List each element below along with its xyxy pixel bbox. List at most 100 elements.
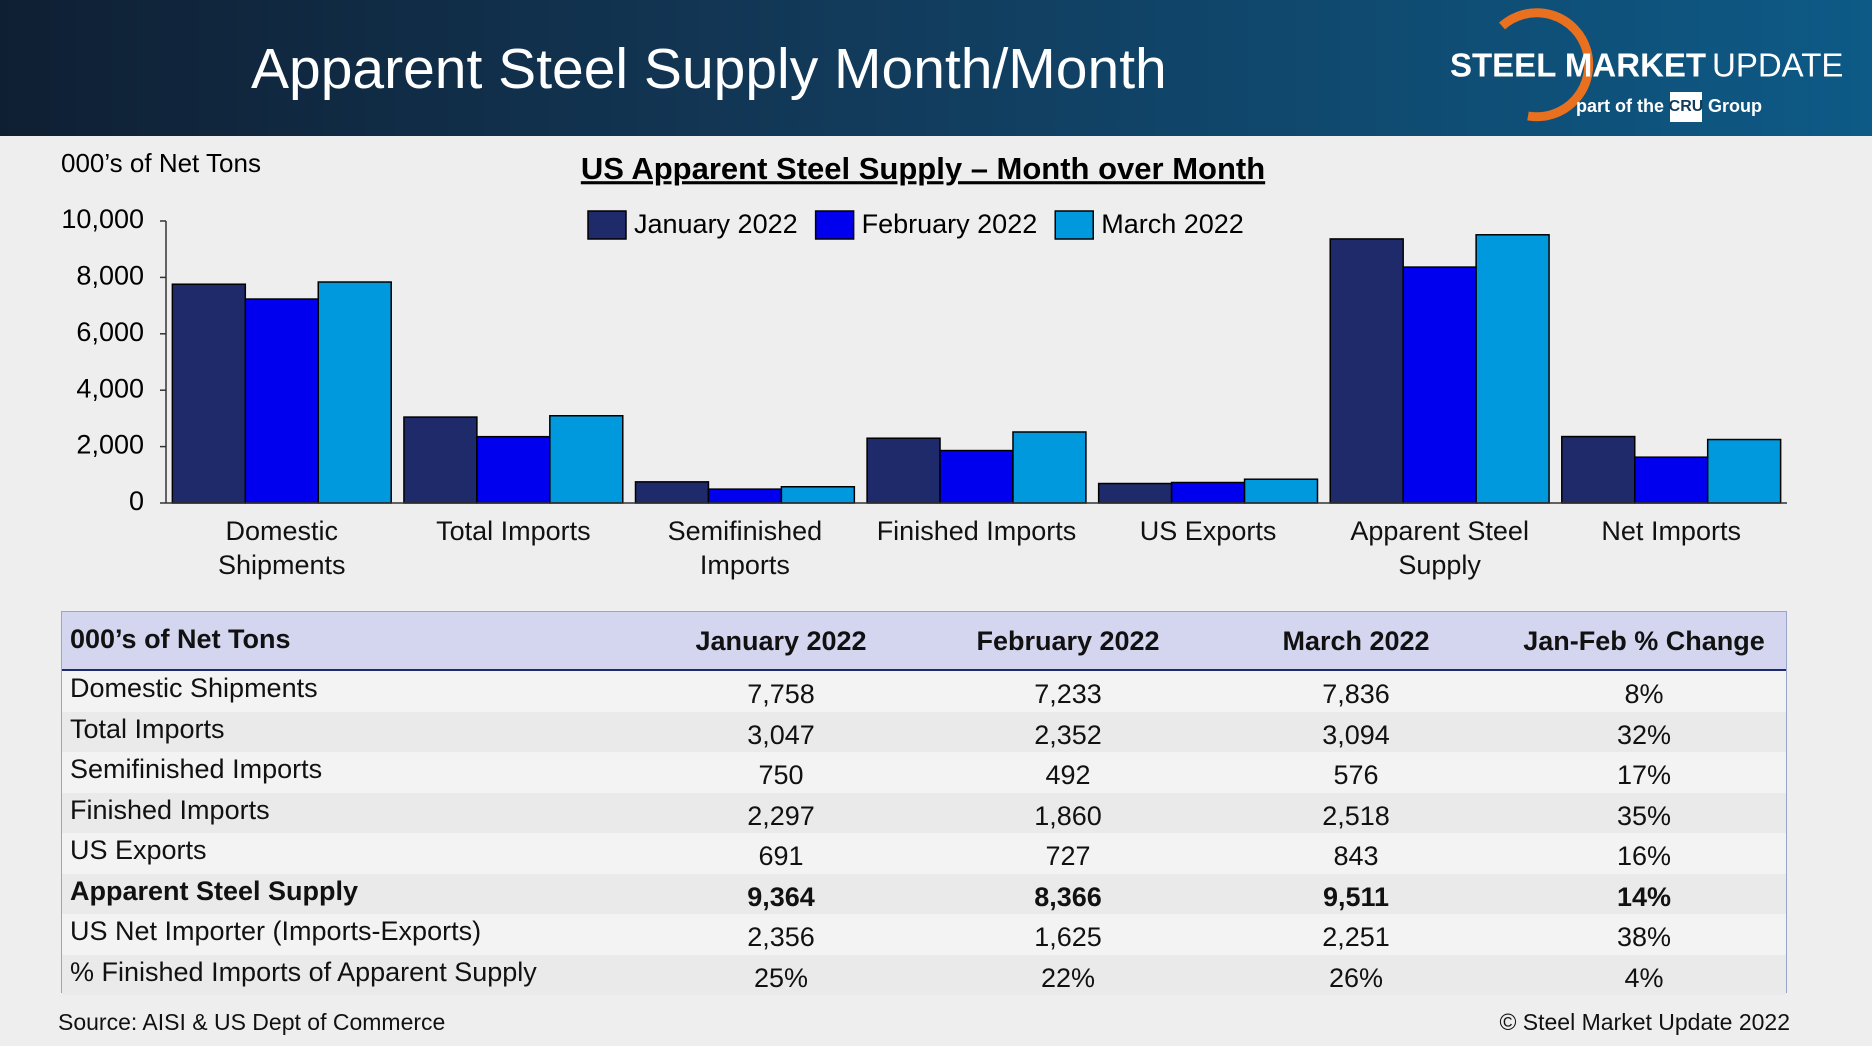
legend-label: March 2022 <box>1101 209 1244 239</box>
logo-tail: UPDATE <box>1712 47 1843 84</box>
table-cell: 9,511 <box>1322 881 1390 912</box>
bar <box>171 283 247 504</box>
table-cell: 1,625 <box>1034 922 1102 952</box>
header-cell: February 2022 <box>976 626 1160 656</box>
bar <box>1243 478 1319 504</box>
x-tick-label: Finished Imports <box>876 516 1077 546</box>
logo-main: STEEL MARKET <box>1450 47 1706 84</box>
table-cell: US Net Importer (Imports-Exports) <box>70 916 482 946</box>
bar <box>1402 266 1477 504</box>
table-cell: 2,297 <box>747 800 815 831</box>
bar <box>317 281 392 504</box>
table-cell: 2,356 <box>747 922 815 952</box>
table-cell: 16% <box>1616 841 1672 871</box>
header-cell: March 2022 <box>1282 626 1430 656</box>
legend-label: February 2022 <box>862 209 1038 239</box>
table-cell: % Finished Imports of Apparent Supply <box>70 956 537 987</box>
table-row: Total Imports 3,047 2,352 3,094 32% <box>62 711 1786 752</box>
table-cell: 9,364 <box>747 881 815 912</box>
chart: 000’s of Net Tons US Apparent Steel Supp… <box>61 148 1787 516</box>
bar <box>1475 234 1550 504</box>
bar <box>939 449 1014 504</box>
table-cell: Apparent Steel Supply <box>70 875 359 906</box>
table-cell: 3,094 <box>1322 719 1390 750</box>
bar <box>403 416 478 504</box>
table-cell: 8% <box>1624 679 1664 709</box>
bar <box>1170 481 1246 504</box>
table-cell: 2,352 <box>1034 719 1102 750</box>
y-axis-label: 000’s of Net Tons <box>61 148 261 178</box>
y-tick-label: 10,000 <box>61 204 144 234</box>
table-cell: Domestic Shipments <box>70 673 318 703</box>
table-cell: 7,836 <box>1322 679 1390 709</box>
table-cell: 7,758 <box>747 679 815 709</box>
copyright: © Steel Market Update 2022 <box>1499 1009 1790 1035</box>
chart-title: US Apparent Steel Supply – Month over Mo… <box>581 151 1265 186</box>
bar <box>1706 438 1782 504</box>
source-note: Source: AISI & US Dept of Commerce <box>58 1009 446 1035</box>
logo-sub: part of the <box>1576 96 1664 116</box>
legend-swatch <box>587 210 627 240</box>
y-tick-label: 2,000 <box>76 430 144 460</box>
bar <box>634 481 710 504</box>
table-cell: 2,518 <box>1322 800 1390 831</box>
bar <box>476 435 551 504</box>
bar <box>1633 456 1709 504</box>
x-tick-label: Semifinished Imports <box>667 516 823 580</box>
table-cell: Semifinished Imports <box>70 754 323 784</box>
table-cell: 843 <box>1333 841 1379 871</box>
table-cell: 1,860 <box>1034 800 1102 831</box>
data-table: 000’s of Net Tons January 2022 February 20… <box>61 611 1787 995</box>
table-row: US Net Importer (Imports-Exports) 2,356 1,… <box>62 914 1786 955</box>
table-cell: Total Imports <box>70 713 225 744</box>
bar <box>1097 482 1173 504</box>
bar <box>707 488 783 504</box>
table-row: US Exports 691 727 843 16% <box>62 833 1786 874</box>
x-tick-label: Apparent Steel Supply <box>1350 516 1529 580</box>
table-cell: 576 <box>1333 760 1379 790</box>
table-cell: 38% <box>1616 922 1672 952</box>
logo-group: Group <box>1708 96 1762 116</box>
legend-label: January 2022 <box>634 209 798 239</box>
x-tick-label: Total Imports <box>436 516 591 546</box>
logo-cru: CRU <box>1669 98 1704 115</box>
table-row: Finished Imports 2,297 1,860 2,518 35% <box>62 792 1786 833</box>
table-header: 000’s of Net Tons January 2022 February 20… <box>62 612 1786 671</box>
table-cell: 32% <box>1616 719 1672 750</box>
y-tick-label: 0 <box>129 486 144 516</box>
table-cell: 25% <box>753 962 809 993</box>
table-cell: 750 <box>758 760 804 790</box>
table-cell: 4% <box>1624 962 1664 993</box>
logo: STEEL MARKET UPDATE part of the CRU Grou… <box>1450 8 1843 122</box>
header-cell: Jan-Feb % Change <box>1523 626 1765 656</box>
bar <box>866 437 941 504</box>
table-cell: US Exports <box>70 835 207 865</box>
table-cell: 3,047 <box>747 719 815 750</box>
y-tick-label: 8,000 <box>76 261 144 291</box>
legend-swatch <box>1054 210 1094 240</box>
y-tick-label: 6,000 <box>76 317 144 347</box>
bar <box>1561 435 1636 504</box>
table-row: Domestic Shipments 7,758 7,233 7,836 8% <box>62 671 1786 712</box>
logo-arc <box>1499 8 1594 122</box>
bar <box>1012 431 1087 504</box>
table-cell: 2,251 <box>1322 922 1390 952</box>
table-cell: 14% <box>1616 881 1672 912</box>
bar <box>780 486 856 504</box>
x-tick-label: Domestic Shipments <box>217 516 346 580</box>
table-cell: 492 <box>1045 760 1091 790</box>
table-cell: 26% <box>1328 962 1384 993</box>
table-cell: Finished Imports <box>70 794 270 825</box>
header-band: Apparent Steel Supply Month/Month STEEL … <box>0 0 1872 136</box>
table-cell: 22% <box>1040 962 1096 993</box>
bar <box>244 298 320 504</box>
table-cell: 691 <box>758 841 804 871</box>
table-cell: 727 <box>1045 841 1091 871</box>
logo-cru-box <box>1670 92 1702 122</box>
table-row: Apparent Steel Supply 9,364 8,366 9,511 14% <box>62 873 1786 914</box>
table-row: % Finished Imports of Apparent Supply 25%… <box>62 954 1786 995</box>
table-row: Semifinished Imports 750 492 576 17% <box>62 752 1786 793</box>
table-cell: 7,233 <box>1034 679 1102 709</box>
bar <box>1329 238 1404 504</box>
header-cell: 000’s of Net Tons <box>70 624 291 654</box>
